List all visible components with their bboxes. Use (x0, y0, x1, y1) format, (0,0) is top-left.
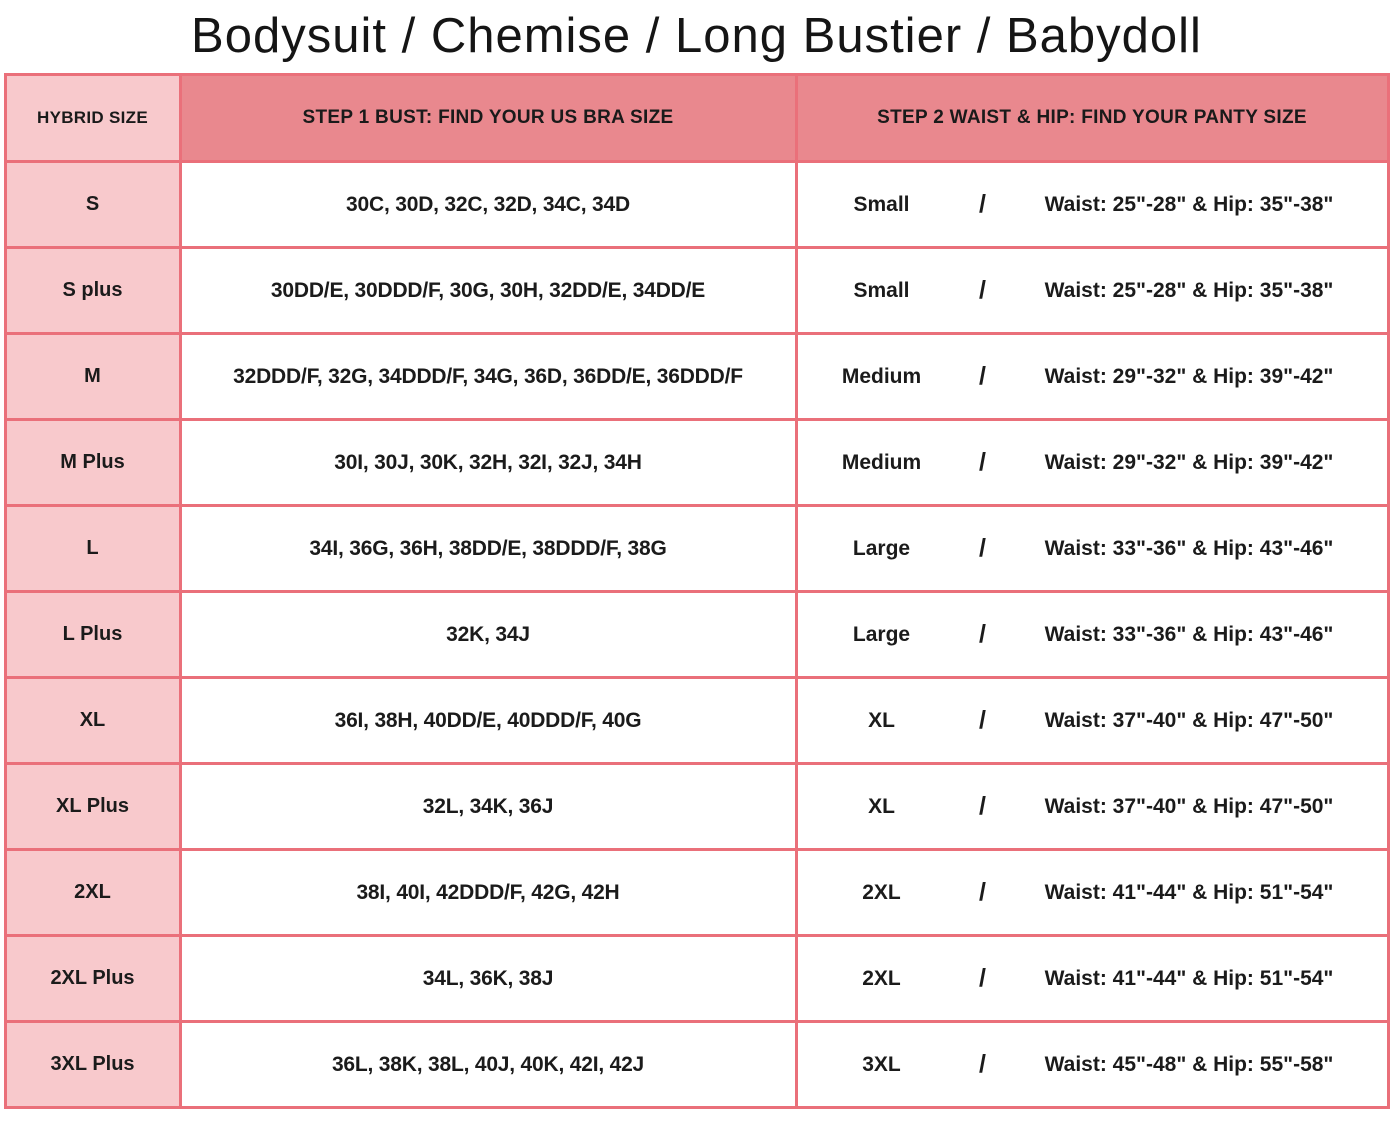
table-row: 2XL Plus 34L, 36K, 38J 2XL / Waist: 41"-… (3, 934, 1390, 1024)
table-row: 2XL 38I, 40I, 42DDD/F, 42G, 42H 2XL / Wa… (3, 848, 1390, 938)
table-header: HYBRID SIZE STEP 1 BUST: FIND YOUR US BR… (3, 73, 1390, 164)
panty-size-label: 3XL (862, 1052, 901, 1076)
hybrid-size-cell: M (3, 332, 182, 422)
panty-size-label: Large (852, 622, 911, 646)
waist-hip-range: Waist: 33"-36" & Hip: 43"-46" (1044, 622, 1334, 646)
panty-size-content: 3XL / Waist: 45"-48" & Hip: 55"-58" (798, 1050, 1387, 1079)
waist-hip-range: Waist: 25"-28" & Hip: 35"-38" (1044, 192, 1334, 216)
slash-divider: / (979, 276, 986, 305)
bra-sizes-cell: 32K, 34J (178, 590, 798, 680)
bra-sizes-cell: 30C, 30D, 32C, 32D, 34C, 34D (178, 160, 798, 250)
panty-size-content: XL / Waist: 37"-40" & Hip: 47"-50" (798, 706, 1387, 735)
header-bust-step1: STEP 1 BUST: FIND YOUR US BRA SIZE (178, 73, 798, 164)
waist-hip-range: Waist: 45"-48" & Hip: 55"-58" (1044, 1052, 1334, 1076)
bra-sizes-cell: 30DD/E, 30DDD/F, 30G, 30H, 32DD/E, 34DD/… (178, 246, 798, 336)
waist-hip-range: Waist: 29"-32" & Hip: 39"-42" (1044, 450, 1334, 474)
waist-hip-range: Waist: 29"-32" & Hip: 39"-42" (1044, 364, 1334, 388)
bra-sizes-cell: 34I, 36G, 36H, 38DD/E, 38DDD/F, 38G (178, 504, 798, 594)
waist-hip-range: Waist: 33"-36" & Hip: 43"-46" (1044, 536, 1334, 560)
panty-size-content: Large / Waist: 33"-36" & Hip: 43"-46" (798, 620, 1387, 649)
panty-size-label: Large (852, 536, 911, 560)
panty-size-cell: Medium / Waist: 29"-32" & Hip: 39"-42" (794, 332, 1390, 422)
bra-sizes-cell: 36L, 38K, 38L, 40J, 40K, 42I, 42J (178, 1020, 798, 1110)
panty-size-label: Medium (841, 364, 922, 388)
panty-size-cell: Medium / Waist: 29"-32" & Hip: 39"-42" (794, 418, 1390, 508)
hybrid-size-cell: XL (3, 676, 182, 766)
panty-size-content: 2XL / Waist: 41"-44" & Hip: 51"-54" (798, 964, 1387, 993)
panty-size-label: XL (868, 794, 895, 818)
header-row: HYBRID SIZE STEP 1 BUST: FIND YOUR US BR… (3, 73, 1390, 164)
panty-size-content: Small / Waist: 25"-28" & Hip: 35"-38" (798, 276, 1387, 305)
slash-divider: / (979, 706, 986, 735)
waist-hip-range: Waist: 25"-28" & Hip: 35"-38" (1044, 278, 1334, 302)
panty-size-cell: Large / Waist: 33"-36" & Hip: 43"-46" (794, 504, 1390, 594)
slash-divider: / (979, 534, 986, 563)
bra-sizes-cell: 34L, 36K, 38J (178, 934, 798, 1024)
panty-size-content: Medium / Waist: 29"-32" & Hip: 39"-42" (798, 362, 1387, 391)
table-row: S plus 30DD/E, 30DDD/F, 30G, 30H, 32DD/E… (3, 246, 1390, 336)
bra-sizes-cell: 32L, 34K, 36J (178, 762, 798, 852)
panty-size-content: 2XL / Waist: 41"-44" & Hip: 51"-54" (798, 878, 1387, 907)
waist-hip-range: Waist: 37"-40" & Hip: 47"-50" (1044, 794, 1334, 818)
table-row: XL Plus 32L, 34K, 36J XL / Waist: 37"-40… (3, 762, 1390, 852)
hybrid-size-cell: M Plus (3, 418, 182, 508)
panty-size-content: Large / Waist: 33"-36" & Hip: 43"-46" (798, 534, 1387, 563)
header-hybrid-size: HYBRID SIZE (3, 73, 182, 164)
waist-hip-range: Waist: 37"-40" & Hip: 47"-50" (1044, 708, 1334, 732)
slash-divider: / (979, 620, 986, 649)
panty-size-label: Small (853, 278, 910, 302)
size-chart-table: HYBRID SIZE STEP 1 BUST: FIND YOUR US BR… (3, 73, 1390, 1110)
panty-size-content: XL / Waist: 37"-40" & Hip: 47"-50" (798, 792, 1387, 821)
table-row: M 32DDD/F, 32G, 34DDD/F, 34G, 36D, 36DD/… (3, 332, 1390, 422)
hybrid-size-cell: 3XL Plus (3, 1020, 182, 1110)
panty-size-cell: Small / Waist: 25"-28" & Hip: 35"-38" (794, 246, 1390, 336)
panty-size-label: XL (868, 708, 895, 732)
slash-divider: / (979, 1050, 986, 1079)
table-row: XL 36I, 38H, 40DD/E, 40DDD/F, 40G XL / W… (3, 676, 1390, 766)
panty-size-label: Medium (841, 450, 922, 474)
bra-sizes-cell: 32DDD/F, 32G, 34DDD/F, 34G, 36D, 36DD/E,… (178, 332, 798, 422)
slash-divider: / (979, 792, 986, 821)
hybrid-size-cell: S plus (3, 246, 182, 336)
slash-divider: / (979, 448, 986, 477)
page-title: Bodysuit / Chemise / Long Bustier / Baby… (191, 9, 1202, 63)
panty-size-cell: 3XL / Waist: 45"-48" & Hip: 55"-58" (794, 1020, 1390, 1110)
table-row: 3XL Plus 36L, 38K, 38L, 40J, 40K, 42I, 4… (3, 1020, 1390, 1110)
bra-sizes-cell: 38I, 40I, 42DDD/F, 42G, 42H (178, 848, 798, 938)
panty-size-label: Small (853, 192, 910, 216)
table-row: S 30C, 30D, 32C, 32D, 34C, 34D Small / W… (3, 160, 1390, 250)
slash-divider: / (979, 878, 986, 907)
panty-size-cell: Large / Waist: 33"-36" & Hip: 43"-46" (794, 590, 1390, 680)
panty-size-content: Medium / Waist: 29"-32" & Hip: 39"-42" (798, 448, 1387, 477)
table-row: L Plus 32K, 34J Large / Waist: 33"-36" &… (3, 590, 1390, 680)
panty-size-label: 2XL (862, 880, 901, 904)
panty-size-cell: XL / Waist: 37"-40" & Hip: 47"-50" (794, 676, 1390, 766)
waist-hip-range: Waist: 41"-44" & Hip: 51"-54" (1044, 880, 1334, 904)
slash-divider: / (979, 190, 986, 219)
header-waist-hip-step2: STEP 2 WAIST & HIP: FIND YOUR PANTY SIZE (794, 73, 1390, 164)
hybrid-size-cell: L (3, 504, 182, 594)
hybrid-size-cell: 2XL Plus (3, 934, 182, 1024)
panty-size-cell: Small / Waist: 25"-28" & Hip: 35"-38" (794, 160, 1390, 250)
hybrid-size-cell: XL Plus (3, 762, 182, 852)
hybrid-size-cell: S (3, 160, 182, 250)
panty-size-label: 2XL (862, 966, 901, 990)
slash-divider: / (979, 362, 986, 391)
bra-sizes-cell: 36I, 38H, 40DD/E, 40DDD/F, 40G (178, 676, 798, 766)
bra-sizes-cell: 30I, 30J, 30K, 32H, 32I, 32J, 34H (178, 418, 798, 508)
panty-size-content: Small / Waist: 25"-28" & Hip: 35"-38" (798, 190, 1387, 219)
table-row: M Plus 30I, 30J, 30K, 32H, 32I, 32J, 34H… (3, 418, 1390, 508)
table-body: S 30C, 30D, 32C, 32D, 34C, 34D Small / W… (3, 160, 1390, 1110)
hybrid-size-cell: 2XL (3, 848, 182, 938)
hybrid-size-cell: L Plus (3, 590, 182, 680)
panty-size-cell: 2XL / Waist: 41"-44" & Hip: 51"-54" (794, 934, 1390, 1024)
waist-hip-range: Waist: 41"-44" & Hip: 51"-54" (1044, 966, 1334, 990)
slash-divider: / (979, 964, 986, 993)
panty-size-cell: XL / Waist: 37"-40" & Hip: 47"-50" (794, 762, 1390, 852)
table-row: L 34I, 36G, 36H, 38DD/E, 38DDD/F, 38G La… (3, 504, 1390, 594)
panty-size-cell: 2XL / Waist: 41"-44" & Hip: 51"-54" (794, 848, 1390, 938)
